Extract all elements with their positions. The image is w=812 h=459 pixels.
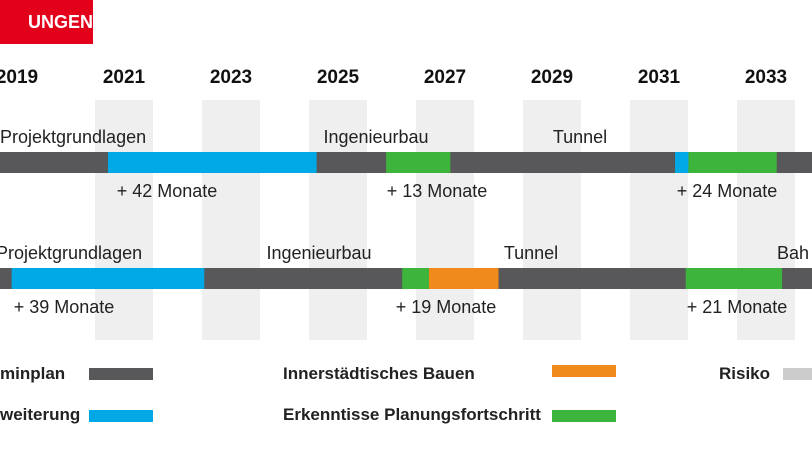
bar-segment-innerstaedtisch [429, 268, 499, 289]
legend-label-erkenntnisse: Erkenntisse Planungsfortschritt [283, 405, 541, 425]
phase-label: Tunnel [553, 127, 607, 147]
bar-segment-erkenntnisse [688, 152, 776, 173]
phase-label: Tunnel [504, 243, 558, 263]
grid-stripe-2031 [630, 100, 688, 340]
delay-label: + 24 Monate [677, 181, 778, 201]
legend-swatch-erkenntnisse [552, 410, 616, 422]
delay-label: + 39 Monate [14, 297, 115, 317]
bar-segment-erkenntnisse [686, 268, 782, 289]
legend-swatch-erweiterung [89, 410, 153, 422]
x-tick-label: 2021 [103, 67, 146, 88]
phase-label: Projektgrundlagen [0, 243, 142, 263]
x-tick-label: 2023 [210, 67, 252, 88]
grid-stripe-2023 [202, 100, 260, 340]
delay-label: + 42 Monate [117, 181, 218, 201]
x-tick-label: 2019 [0, 67, 38, 88]
delay-label: + 19 Monate [396, 297, 497, 317]
x-tick-label: 2029 [531, 67, 573, 88]
bar-segment-erkenntnisse [402, 268, 429, 289]
phase-label: Bah [777, 243, 809, 263]
bar-segment-erweiterung [675, 152, 688, 173]
bar-segment-erweiterung [108, 152, 317, 173]
legend-swatch-risiko [783, 368, 812, 380]
legend-label-erweiterung: weiterung [0, 405, 80, 425]
x-tick-label: 2033 [745, 67, 787, 88]
legend-label-terminplan: minplan [0, 364, 65, 384]
x-tick-label: 2025 [317, 67, 360, 88]
phase-label: Projektgrundlagen [0, 127, 146, 147]
legend-label-innerstaedtisch: Innerstädtisches Bauen [283, 364, 475, 384]
legend-label-risiko: Risiko [719, 364, 770, 384]
x-tick-label: 2031 [638, 67, 681, 88]
phase-label: Ingenieurbau [323, 127, 428, 147]
x-tick-label: 2027 [424, 67, 466, 88]
bar-segment-erkenntnisse [386, 152, 450, 173]
legend-swatch-innerstaedtisch [552, 365, 616, 377]
phase-label: Ingenieurbau [266, 243, 371, 263]
bar-segment-erweiterung [12, 268, 205, 289]
delay-label: + 13 Monate [387, 181, 488, 201]
delay-label: + 21 Monate [687, 297, 788, 317]
legend-swatch-terminplan [89, 368, 153, 380]
